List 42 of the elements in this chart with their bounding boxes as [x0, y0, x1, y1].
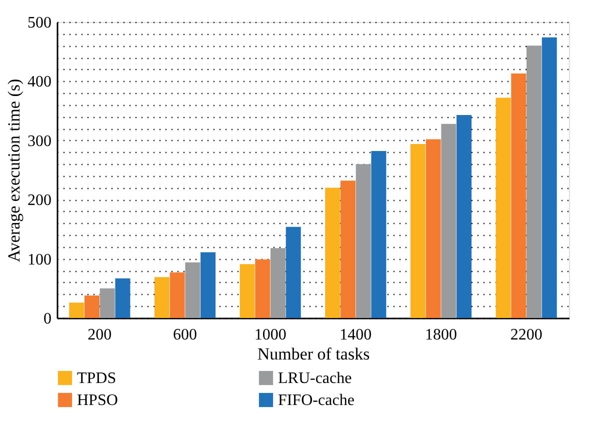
bar: [511, 74, 526, 318]
x-tick-label: 1000: [254, 326, 286, 344]
y-tick-label: 400: [28, 74, 52, 91]
y-tick-label: 300: [28, 132, 52, 150]
bar: [542, 37, 557, 318]
bar: [185, 262, 200, 318]
legend-label: TPDS: [77, 370, 116, 387]
x-tick-label: 200: [88, 326, 112, 344]
bar: [255, 259, 270, 318]
y-tick-label: 0: [44, 310, 52, 328]
bar: [115, 278, 130, 318]
bar: [154, 277, 170, 318]
y-tick-label: 500: [28, 14, 52, 32]
bar: [170, 272, 185, 318]
x-tick-label: 600: [173, 326, 197, 344]
bar: [286, 226, 301, 318]
bar: [100, 288, 115, 318]
bar: [496, 98, 511, 318]
legend-label: HPSO: [77, 392, 118, 409]
x-tick-label: 2200: [510, 326, 542, 344]
bar: [200, 252, 216, 318]
bar: [69, 302, 84, 318]
bar: [456, 114, 472, 318]
bar: [340, 180, 356, 318]
x-tick-label: 1800: [425, 326, 457, 344]
x-axis-title: Number of tasks: [257, 344, 370, 364]
bar: [371, 151, 386, 318]
y-tick-label: 200: [28, 192, 52, 210]
y-axis-title: Average execution time (s): [4, 78, 24, 262]
y-tick-label: 100: [28, 251, 52, 268]
bar: [270, 248, 286, 318]
bar: [441, 124, 456, 318]
bar: [356, 164, 371, 318]
x-tick-label: 1400: [340, 326, 372, 344]
bar: [426, 139, 441, 318]
bar: [410, 144, 426, 318]
legend-label: LRU-cache: [278, 370, 352, 387]
legend-label: FIFO-cache: [278, 392, 354, 409]
bar: [84, 296, 100, 318]
bar: [240, 264, 255, 318]
bar: [526, 46, 542, 318]
bar: [325, 188, 340, 318]
